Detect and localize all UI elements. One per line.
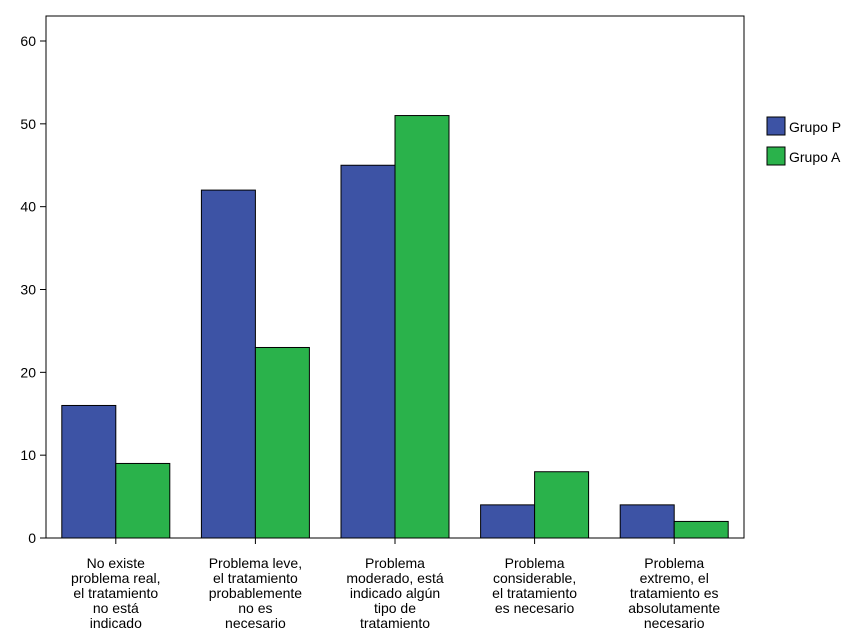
x-axis: No existe problema real, el tratamiento no … — [71, 538, 720, 631]
y-tick-label: 10 — [20, 447, 36, 463]
y-axis: 0 10 20 30 40 50 60 — [20, 33, 46, 546]
x-tick-label: Problema leve, el tratamiento probablement… — [209, 555, 303, 631]
legend-swatch-grupo-p — [766, 116, 786, 136]
bar-grupo-a — [115, 462, 171, 539]
legend-label-grupo-p: Grupo P — [789, 119, 841, 135]
bar-grupo-a — [254, 346, 310, 539]
bar-grupo-p — [619, 504, 675, 539]
legend-label-grupo-a: Grupo A — [789, 149, 841, 165]
x-tick-label: Problema considerable, el tratamiento es ne… — [492, 555, 577, 616]
bar-grupo-a — [534, 471, 590, 539]
bar-grupo-p — [61, 404, 117, 539]
y-tick-label: 60 — [20, 33, 36, 49]
y-tick-label: 40 — [20, 199, 36, 215]
x-tick-label: Problema moderado, está indicado algún tipo… — [346, 555, 443, 631]
legend-swatch-grupo-a — [766, 146, 786, 166]
y-tick-label: 50 — [20, 116, 36, 132]
y-tick-label: 30 — [20, 282, 36, 298]
x-tick-label: No existe problema real, el tratamiento no … — [71, 555, 161, 631]
y-tick-label: 20 — [20, 364, 36, 380]
bar-grupo-a — [673, 520, 729, 539]
bar-grupo-p — [200, 189, 256, 539]
bar-grupo-p — [480, 504, 536, 539]
bar-grupo-p — [340, 164, 396, 539]
legend: Grupo P Grupo A — [766, 116, 841, 166]
x-tick-label: Problema extremo, el tratamiento es absolut… — [628, 555, 720, 631]
bar-grupo-a — [394, 115, 450, 539]
y-tick-label: 0 — [28, 530, 36, 546]
bars — [61, 115, 729, 539]
